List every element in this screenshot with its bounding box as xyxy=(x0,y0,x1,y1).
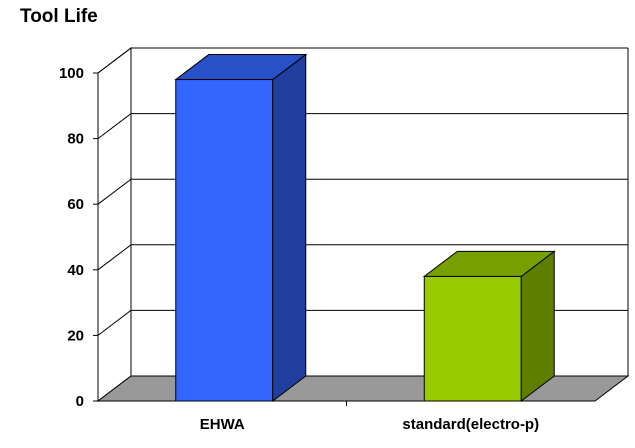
y-tick-label: 20 xyxy=(67,327,84,344)
y-tick-label: 100 xyxy=(59,65,84,82)
bars xyxy=(174,53,556,403)
side-wall xyxy=(97,46,132,403)
gridline xyxy=(97,244,628,271)
gridline xyxy=(97,47,628,74)
x-tick-label: standard(electro-p) xyxy=(402,416,539,433)
gridline xyxy=(97,113,628,139)
bar-front xyxy=(423,275,522,402)
bar xyxy=(174,53,308,403)
y-tick-label: 80 xyxy=(67,131,84,148)
y-tick-label: 60 xyxy=(67,196,84,213)
x-tick-labels: EHWA standard(electro-p) xyxy=(200,416,539,433)
bar-top xyxy=(422,250,556,277)
bar-front xyxy=(175,79,274,402)
y-axis xyxy=(93,72,347,406)
bar xyxy=(422,250,556,403)
bar-side xyxy=(520,250,555,403)
gridline xyxy=(97,178,628,205)
y-tick-labels: 0 20 40 60 80 100 xyxy=(59,65,84,410)
bar-side xyxy=(272,53,307,403)
x-tick-label: EHWA xyxy=(200,416,245,433)
chart-title: Tool Life xyxy=(20,6,98,27)
bar-top xyxy=(174,54,308,81)
y-tick-label: 40 xyxy=(67,262,84,279)
gridlines xyxy=(97,47,628,336)
y-tick-label: 0 xyxy=(76,393,84,410)
